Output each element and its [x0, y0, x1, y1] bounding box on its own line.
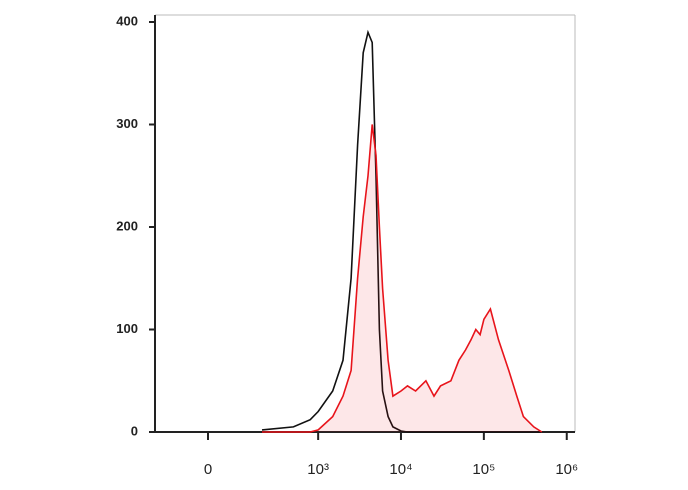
x-tick-label: 10⁶: [555, 461, 578, 478]
x-tick-label: 10⁵: [472, 461, 495, 478]
y-tick-label: 100: [116, 321, 138, 336]
histogram-line: [261, 29, 542, 433]
y-tick-label: 200: [116, 218, 138, 233]
x-tick-label: 0: [204, 461, 212, 478]
y-tick-label: 300: [116, 116, 138, 131]
histogram-line: [262, 124, 543, 433]
x-tick-label: 10⁴: [389, 461, 412, 478]
y-tick-label: 400: [116, 13, 138, 28]
y-tick-label: 0: [131, 423, 138, 438]
x-tick-label: 10³: [307, 461, 329, 478]
area: [261, 124, 542, 432]
